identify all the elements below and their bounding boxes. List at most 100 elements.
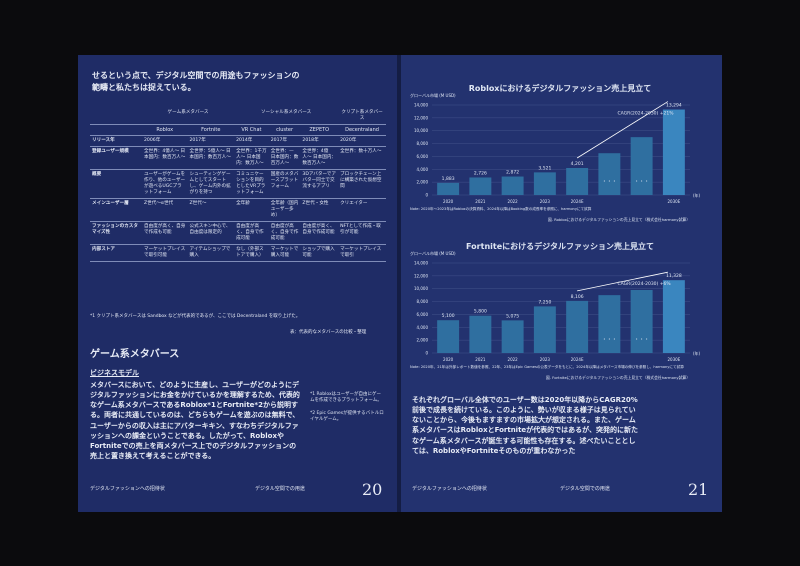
cell: 全年齢（国内ユーザー多め） <box>268 198 301 223</box>
ellipsis: ・・・ <box>634 337 649 343</box>
row-header: 概要 <box>90 169 142 200</box>
note: Note: 2020年、21年は外部レポート数値を参照、22年、23年はEpic… <box>410 364 684 369</box>
y-tick-label: 10,000 <box>414 286 428 291</box>
x-tick-label: 2021 <box>475 199 486 204</box>
cell: シューティングゲームとしてスタートし、ゲーム内外の拡がりを持つ <box>187 169 235 200</box>
y-tick-label: 10,000 <box>414 128 428 133</box>
table-row: 登録ユーザー規模 全世界：4億人〜 日本国内：数百万人〜 全世界：5億人〜 日本国内… <box>90 146 386 171</box>
table-source: 表：代表的なメタバースの比較・整理 <box>290 330 367 335</box>
cell: NFTとして作成・取引が可能 <box>338 221 386 245</box>
y-tick-label: 6,000 <box>417 154 429 159</box>
value-label: 2,872 <box>506 170 519 176</box>
page-number: 20 <box>362 480 383 499</box>
unit-label: (年) <box>693 350 701 356</box>
table-row: ファッションのカスタマイズ性 自由度が高く、自身で作成も可能 公式スキン中心で、自由… <box>90 221 386 245</box>
y-tick-label: 12,000 <box>414 273 428 278</box>
cell: 全世界：5億人〜 日本国内：数百万人〜 <box>187 146 235 171</box>
value-label: 3,521 <box>538 165 551 171</box>
value-label: 5,075 <box>506 313 519 319</box>
bar <box>598 295 621 353</box>
value-label: 8,106 <box>571 294 584 300</box>
value-label: 11,328 <box>666 273 682 279</box>
cell: 全世界：数十万人〜 <box>338 146 386 171</box>
footer: デジタル空間での用途 <box>255 486 305 492</box>
bar <box>630 137 653 195</box>
gutter <box>397 55 401 512</box>
y-tick-label: 0 <box>425 351 428 356</box>
value-label: 4,201 <box>571 161 584 167</box>
x-tick-label: 2020 <box>443 357 454 362</box>
bar <box>501 176 524 195</box>
group-header: ゲーム系メタバース <box>142 108 235 125</box>
bar <box>437 320 460 353</box>
y-tick-label: 4,000 <box>417 167 429 172</box>
bar <box>469 315 492 353</box>
table-row: 概要 ユーザーがゲームを作り、他のユーザーが遊べるUGCプラットフォーム シューティ… <box>90 169 386 200</box>
bar <box>662 109 685 195</box>
y-tick-label: 14,000 <box>414 103 428 108</box>
y-tick-label: 4,000 <box>417 325 429 330</box>
cell: ショップで購入可能 <box>300 244 339 262</box>
column-header: Fortnite <box>187 124 235 137</box>
cell: 2014年 <box>234 135 269 148</box>
bar <box>598 153 621 195</box>
bar <box>533 306 556 353</box>
x-tick-label: 2024E <box>571 199 584 204</box>
table-row: リリース年 2006年 2017年 2014年 2017年 2018年 2020年 <box>90 135 386 148</box>
column-row: Roblox Fortnite VR Chat cluster ZEPETO Decent… <box>90 124 386 137</box>
source: 図. Robloxにおけるデジタルファッションの売上見立て（株式会社harmon… <box>548 217 690 222</box>
cell: ブロックチェーン上に構築された仮想空間 <box>338 169 386 200</box>
side-note: *2 Epic Gamesが提供するバトルロイヤルゲーム。 <box>310 410 384 422</box>
ellipsis: ・・・ <box>602 337 617 343</box>
group-row: ゲーム系メタバース ソーシャル系メタバース クリプト系メタバース <box>90 108 386 125</box>
axis-label: グローバル市場 (M USD) <box>410 92 456 98</box>
ellipsis: ・・・ <box>602 179 617 185</box>
bar <box>437 182 460 195</box>
y-tick-label: 6,000 <box>417 312 429 317</box>
y-tick-label: 2,000 <box>417 338 429 343</box>
x-tick-label: 2030E <box>668 199 681 204</box>
cell: 2017年 <box>268 135 301 148</box>
corner <box>90 108 142 125</box>
column-header: ZEPETO <box>300 124 339 137</box>
cell: 全年齢 <box>234 198 269 223</box>
trend-arrow <box>577 271 668 292</box>
cell: Z世代〜 <box>187 198 235 223</box>
cell: 全世界：1千万人〜 日本国内：数万人〜 <box>234 146 269 171</box>
cell: 全世界：4億人〜 日本国内：数百万人〜 <box>300 146 339 171</box>
footer: デジタルファッションへの招待状 <box>412 486 487 492</box>
x-tick-label: 2023 <box>540 357 551 362</box>
annotation: CAGR(2024-2030) +6% <box>618 281 672 287</box>
bar <box>566 167 589 195</box>
table-row: 内部ストア マーケットプレイスで取引可能 アイテムショップで購入 なし（外部ストアで購… <box>90 244 386 262</box>
footer: デジタル空間での用途 <box>560 486 610 492</box>
column-header: VR Chat <box>234 124 269 137</box>
corner <box>90 124 142 137</box>
cell: マーケットで購入可能 <box>268 244 301 262</box>
cell: Z世代〜α世代 <box>142 198 188 223</box>
row-header: メインユーザー層 <box>90 198 142 223</box>
cell: 自由度が高く、自身で作成可能 <box>300 221 339 245</box>
section-title: ゲーム系メタバース <box>90 349 180 360</box>
bar <box>630 290 653 353</box>
x-tick-label: 2024E <box>571 357 584 362</box>
cell: アイテムショップで購入 <box>187 244 235 262</box>
cell: マーケットプレイスで取引可能 <box>142 244 188 262</box>
unit-label: (年) <box>693 192 701 198</box>
cell: 公式スキン中心で、自由度は限定的 <box>187 221 235 245</box>
value-label: 5,800 <box>474 309 487 315</box>
x-tick-label: 2020 <box>443 199 454 204</box>
axis-label: グローバル市場 (M USD) <box>410 250 456 256</box>
x-tick-label: 2030E <box>668 357 681 362</box>
cell: なし（外部ストアで購入） <box>234 244 269 262</box>
cell: 2020年 <box>338 135 386 148</box>
body: メタバースにおいて、どのように生産し、ユーザーがどのようにデジタルファッションに… <box>90 381 300 460</box>
y-tick-label: 12,000 <box>414 115 428 120</box>
value-label: 2,726 <box>474 170 487 176</box>
cell: 全世界：— 日本国内：数百万人〜 <box>268 146 301 171</box>
y-tick-label: 8,000 <box>417 299 429 304</box>
page-number: 21 <box>688 480 709 499</box>
column-header: Decentraland <box>338 124 386 137</box>
